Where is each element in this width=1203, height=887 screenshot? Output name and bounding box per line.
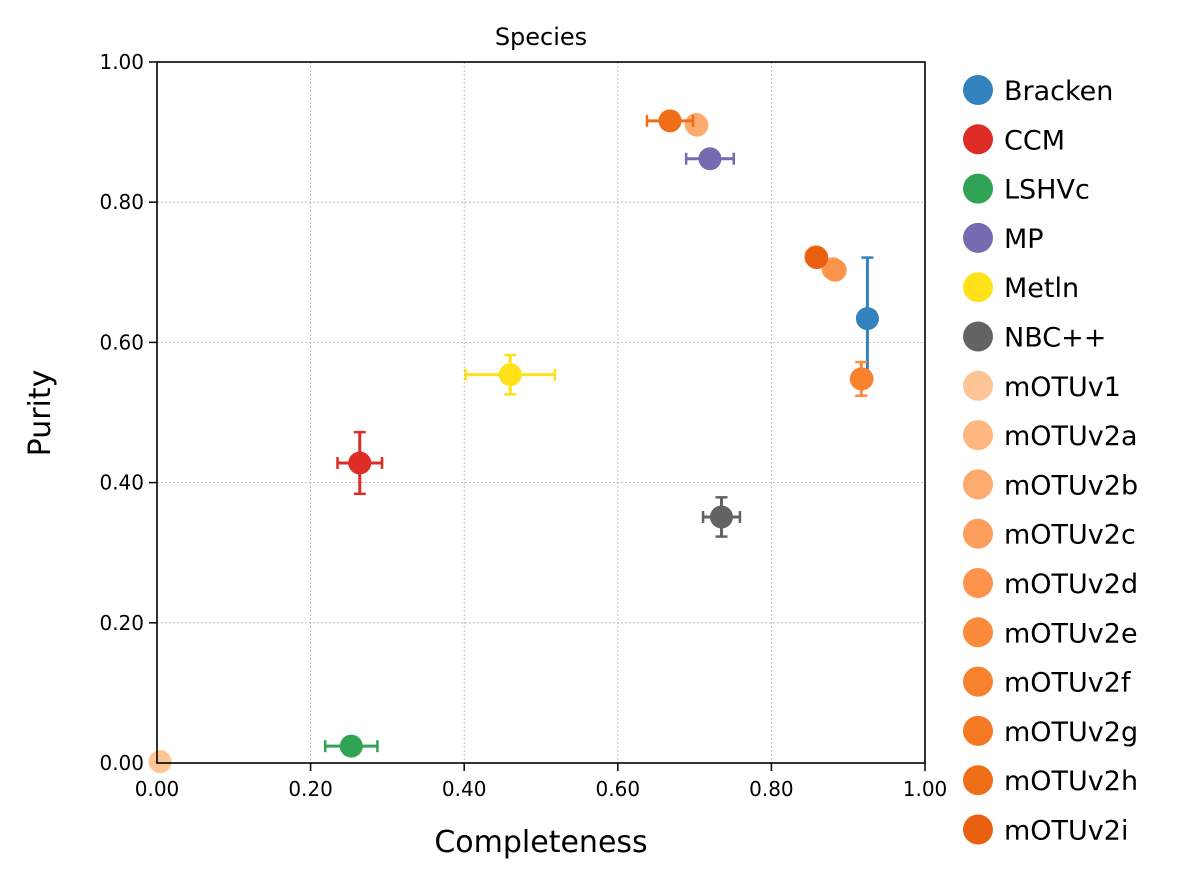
legend-label: LSHVc <box>1004 175 1090 206</box>
data-point-mOTUv1 <box>148 750 172 774</box>
legend-item: mOTUv2i <box>963 814 1128 847</box>
series-mOTUv2d <box>823 258 847 282</box>
data-point-CCM <box>348 451 372 475</box>
legend-marker <box>963 222 993 253</box>
legend-marker <box>963 272 993 303</box>
legend-marker <box>963 370 993 401</box>
series-mOTUv2h <box>645 109 695 133</box>
grid <box>156 61 926 764</box>
legend-label: Metln <box>1004 273 1079 304</box>
data-point-mOTUv2f <box>850 367 874 391</box>
legend-marker <box>963 75 993 105</box>
legend-item: mOTUv2f <box>963 666 1132 699</box>
series-mOTUv2b <box>685 113 709 137</box>
legend-label: Bracken <box>1004 76 1113 107</box>
series-mOTUv1 <box>148 750 172 774</box>
legend-marker <box>963 765 993 796</box>
y-tick-label: 0.80 <box>99 190 144 214</box>
data-point-NBC++ <box>709 505 733 529</box>
legend-label: mOTUv2g <box>1004 717 1138 748</box>
legend-marker <box>963 617 993 648</box>
y-tick-label: 0.20 <box>99 611 144 635</box>
legend-item: mOTUv1 <box>963 370 1121 403</box>
legend-item: Metln <box>963 272 1079 304</box>
plot-frame <box>156 61 926 764</box>
data-point-LSHVc <box>339 734 363 758</box>
x-tick-label: 0.40 <box>442 777 487 801</box>
data-point-Metln <box>498 363 522 387</box>
y-tick-label: 1.00 <box>99 50 144 74</box>
legend-marker <box>963 124 993 155</box>
x-axis-title: Completeness <box>434 825 647 860</box>
series-NBC++ <box>701 496 742 538</box>
legend-marker <box>963 469 993 500</box>
axis-ticks: 0.00 0.20 0.40 0.60 0.80 1.00 0.00 0.20 0.40 0.60… <box>99 50 947 801</box>
legend-item: mOTUv2b <box>963 469 1138 501</box>
legend-item: CCM <box>963 124 1065 156</box>
data-point-mOTUv2i <box>805 246 829 270</box>
series-mOTUv2i <box>805 246 829 270</box>
legend-label: mOTUv2c <box>1004 520 1136 551</box>
legend-label: mOTUv2i <box>1004 816 1128 847</box>
series-CCM <box>336 430 384 496</box>
data-point-Bracken <box>855 307 879 331</box>
series-MP <box>684 147 736 171</box>
legend-label: MP <box>1004 224 1044 255</box>
legend-item: Bracken <box>963 75 1113 107</box>
data-point-mOTUv2d <box>823 258 847 282</box>
series-LSHVc <box>323 734 379 758</box>
legend-item: LSHVc <box>963 173 1090 206</box>
chart-title: Species <box>495 23 587 51</box>
legend-item: NBC++ <box>963 321 1106 354</box>
legend-item: mOTUv2e <box>963 617 1138 649</box>
x-tick-label: 0.60 <box>596 777 641 801</box>
y-axis-title: Purity <box>23 370 58 457</box>
legend-item: mOTUv2c <box>963 518 1136 551</box>
legend-item: mOTUv2g <box>963 715 1138 748</box>
legend: Bracken CCM LSHVc MP Metln NBC++ mOTUv1 mOTUv2a… <box>963 75 1138 847</box>
legend-item: mOTUv2h <box>963 765 1138 797</box>
x-tick-label: 0.00 <box>135 777 180 801</box>
x-tick-label: 0.20 <box>288 777 333 801</box>
y-tick-label: 0.00 <box>99 751 144 775</box>
legend-marker <box>963 518 993 549</box>
legend-item: MP <box>963 222 1044 255</box>
series-Metln <box>464 353 557 396</box>
legend-marker <box>963 321 993 352</box>
legend-label: mOTUv1 <box>1004 372 1121 403</box>
legend-marker <box>963 814 993 845</box>
data-point-MP <box>698 147 722 171</box>
x-tick-label: 0.80 <box>749 777 794 801</box>
legend-item: mOTUv2d <box>963 568 1138 600</box>
data-points <box>148 109 879 774</box>
legend-label: NBC++ <box>1004 323 1106 354</box>
data-point-mOTUv2b <box>685 113 709 137</box>
series-mOTUv2f <box>850 367 874 391</box>
legend-marker <box>963 666 993 697</box>
legend-label: CCM <box>1004 125 1065 156</box>
legend-label: mOTUv2f <box>1004 668 1132 699</box>
legend-item: mOTUv2a <box>963 420 1138 452</box>
data-point-mOTUv2h <box>658 109 682 133</box>
x-tick-label: 1.00 <box>903 777 948 801</box>
y-tick-label: 0.60 <box>99 330 144 354</box>
y-tick-label: 0.40 <box>99 471 144 495</box>
legend-marker <box>963 568 993 598</box>
legend-label: mOTUv2d <box>1004 569 1138 600</box>
legend-marker <box>963 173 993 204</box>
legend-marker <box>963 715 993 746</box>
legend-label: mOTUv2e <box>1004 618 1138 649</box>
legend-label: mOTUv2b <box>1004 470 1138 501</box>
legend-marker <box>963 420 993 451</box>
legend-label: mOTUv2a <box>1004 421 1138 452</box>
legend-label: mOTUv2h <box>1004 766 1138 797</box>
